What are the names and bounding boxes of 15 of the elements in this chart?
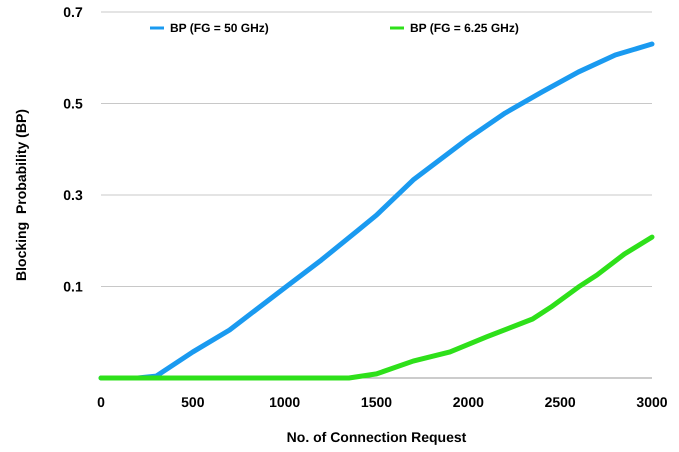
- y-tick-label: 0.5: [63, 96, 83, 112]
- x-axis-title: No. of Connection Request: [286, 429, 467, 445]
- x-tick-label: 1000: [269, 394, 300, 410]
- y-tick-label: 0.1: [63, 278, 83, 294]
- legend-label: BP (FG = 50 GHz): [170, 21, 269, 35]
- x-tick-label: 3000: [636, 394, 668, 410]
- legend-label: BP (FG = 6.25 GHz): [410, 21, 519, 35]
- x-tick-label: 0: [97, 394, 106, 410]
- x-tick-label: 500: [181, 394, 205, 410]
- x-tick-label: 1500: [360, 394, 392, 410]
- y-tick-label: 0.7: [63, 4, 83, 20]
- x-tick-label: 2500: [544, 394, 576, 410]
- x-tick-label: 2000: [452, 394, 484, 410]
- y-tick-label: 0.3: [63, 187, 83, 203]
- y-axis-title: Blocking Probability (BP): [13, 109, 29, 281]
